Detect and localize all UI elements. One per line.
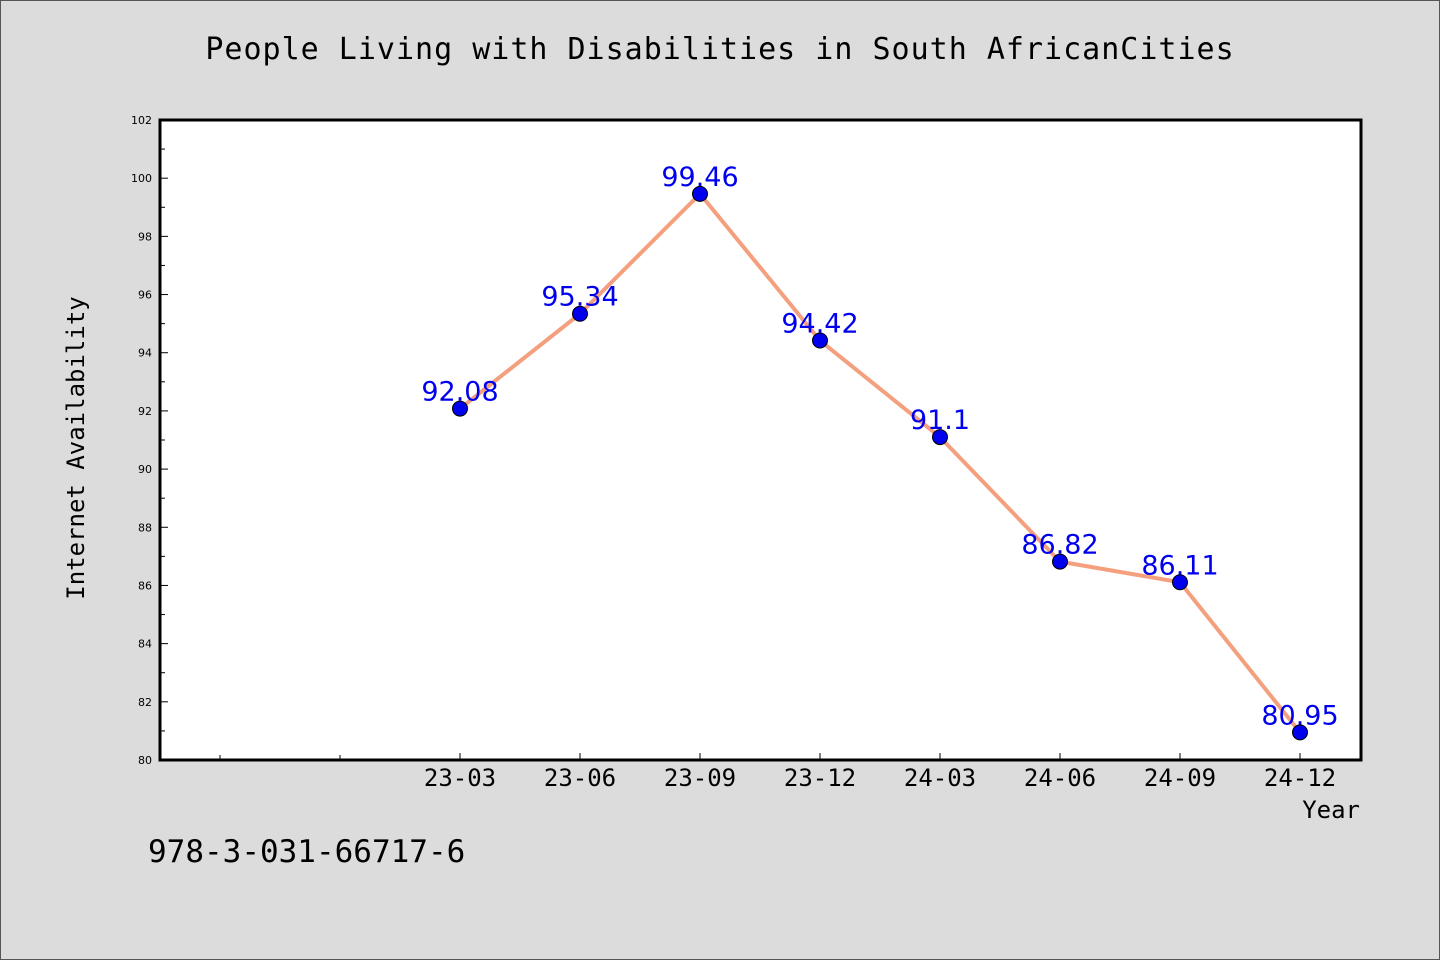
data-point [932,429,948,446]
x-tick-label: 24-06 [1024,764,1096,792]
y-axis-label: Internet Availability [62,296,90,600]
y-tick-label: 90 [138,463,152,476]
x-tick-label: 24-12 [1264,764,1336,792]
data-label: 92.08 [421,377,498,408]
plot-background [158,118,1363,762]
y-tick-label: 88 [138,521,152,534]
y-tick-label: 80 [138,754,152,767]
series-markers [452,185,1308,741]
x-axis-label: Year [1302,796,1360,824]
y-tick-label: 82 [138,696,152,709]
y-axis-ticks: 80 82 84 86 88 90 92 94 96 98 100 102 [131,114,168,767]
data-point [1052,553,1068,570]
y-tick-label: 92 [138,405,152,418]
y-tick-label: 96 [138,289,152,302]
y-tick-label: 100 [131,172,152,185]
x-tick-label: 24-09 [1144,764,1216,792]
chart-title: People Living with Disabilities in South… [205,32,1235,67]
series-line [458,191,1302,734]
y-tick-label: 94 [138,347,152,360]
data-label: 91.1 [910,405,970,436]
x-tick-label: 23-12 [784,764,856,792]
data-label: 80.95 [1261,700,1338,731]
data-label: 99.46 [661,162,738,193]
x-tick-label: 23-09 [664,764,736,792]
data-point [452,400,468,417]
data-label: 95.34 [541,282,618,313]
x-tick-label: 23-03 [424,764,496,792]
data-point [1292,724,1308,741]
data-label: 94.42 [781,309,858,340]
data-point [572,305,588,322]
data-label: 86.82 [1021,530,1098,561]
footer-identifier: 978-3-031-66717-6 [148,834,466,870]
data-point [812,332,828,349]
y-tick-label: 84 [138,638,152,651]
y-tick-label: 86 [138,579,152,592]
x-tick-label: 23-06 [544,764,616,792]
data-labels: 92.08 95.34 99.46 94.42 91.1 86.82 86.11 80.95 [421,162,1338,731]
x-axis-ticks: 23-03 23-06 23-09 23-12 24-03 24-06 24-09 24-12 [219,753,1336,792]
y-tick-label: 98 [138,230,152,243]
data-label: 86.11 [1141,550,1218,581]
data-point [692,185,708,202]
y-tick-label: 102 [131,114,152,127]
data-point [1172,574,1188,591]
x-tick-label: 24-03 [904,764,976,792]
